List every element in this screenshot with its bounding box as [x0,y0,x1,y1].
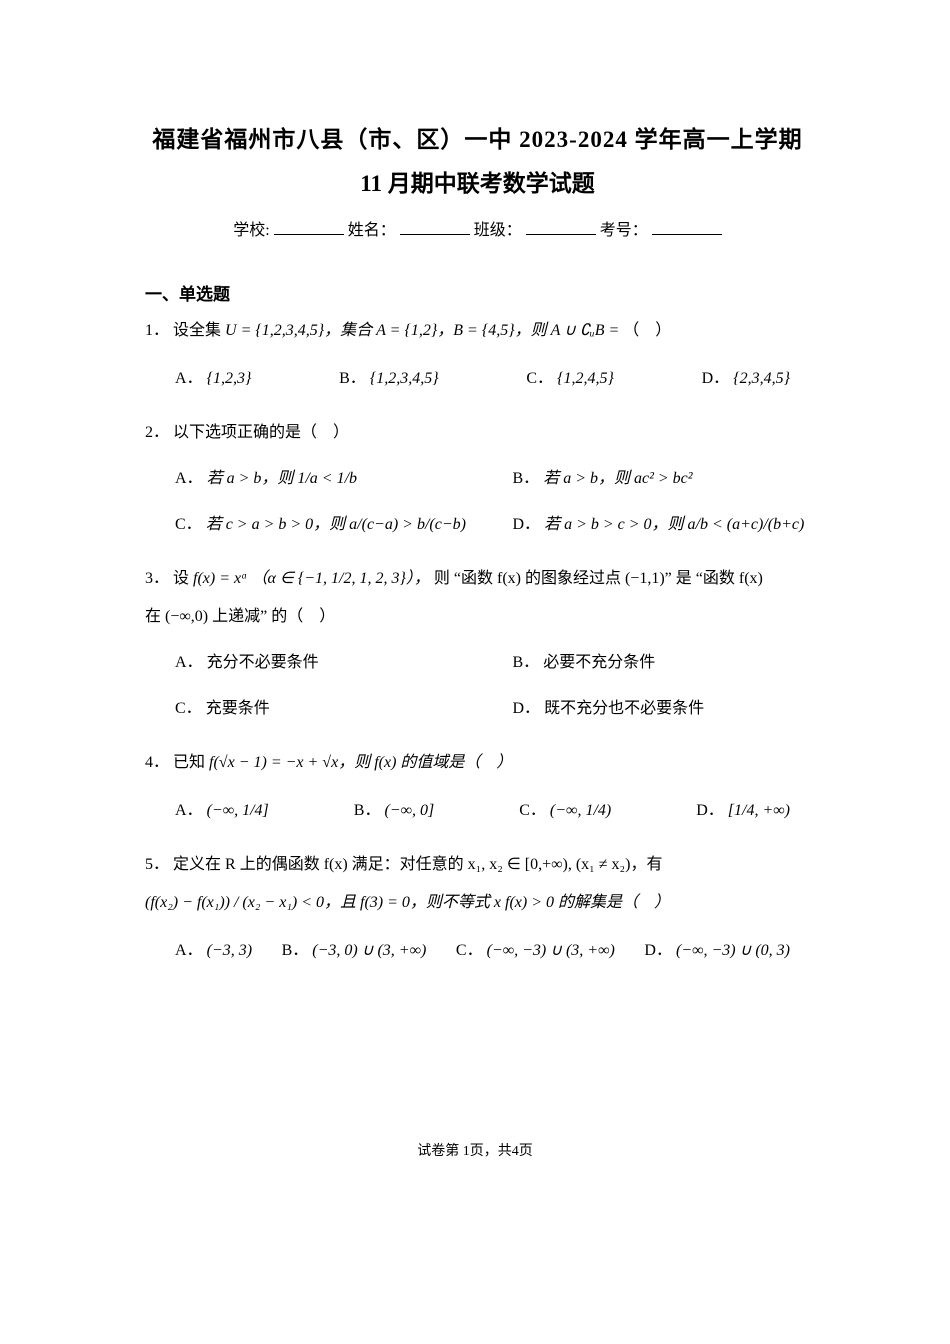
section-1-header: 一、单选题 [145,280,810,305]
title-line-2: 11 月期中联考数学试题 [145,164,810,198]
q5-stem-line2: (f(x₂) − f(x₁)) / (x₂ − x₁) < 0，且 f(3) =… [145,887,810,919]
q5-option-d: D．(−∞, −3) ∪ (0, 3) [644,935,790,967]
title-line-1: 福建省福州市八县（市、区）一中 2023-2024 学年高一上学期 [145,120,810,154]
q3-option-d: D．既不充分也不必要条件 [513,693,811,725]
class-blank [526,220,596,235]
q2-option-b: B．若 a > b，则 ac² > bc² [513,463,811,495]
school-blank [274,220,344,235]
examno-label: 考号： [600,222,648,239]
q4-option-a: A．(−∞, 1/4] [175,795,269,827]
q5-option-a: A．(−3, 3) [175,935,252,967]
page-footer: 试卷第 1页，共4页 [0,1140,950,1160]
info-line: 学校: 姓名： 班级： 考号： [145,216,810,240]
q4-option-b: B．(−∞, 0] [354,795,434,827]
page-container: 福建省福州市八县（市、区）一中 2023-2024 学年高一上学期 11 月期中… [0,0,950,1200]
q4-option-c: C．(−∞, 1/4) [519,795,611,827]
q1-option-a: A．{1,2,3} [175,363,251,395]
q3-options: A．充分不必要条件 B．必要不充分条件 C．充要条件 D．既不充分也不必要条件 [145,647,810,725]
q5-stem-prefix: 定义在 R 上的偶函数 f(x) 满足：对任意的 x₁, x₂ ∈ [0,+∞)… [173,856,662,873]
q3-option-b: B．必要不充分条件 [513,647,811,679]
question-4: 4． 已知 f(√x − 1) = −x + √x，则 f(x) 的值域是（ ）… [145,747,810,827]
q1-option-b: B．{1,2,3,4,5} [339,363,438,395]
q5-option-c: C．(−∞, −3) ∪ (3, +∞) [456,935,615,967]
q3-option-c: C．充要条件 [175,693,473,725]
q3-stem-prefix: 设 [173,570,189,587]
q1-number: 1． [145,322,169,339]
q4-stem-math: f(√x − 1) = −x + √x，则 f(x) 的值域是（ ） [209,754,512,771]
q3-stem-line2: 在 (−∞,0) 上递减” 的（ ） [145,601,810,633]
q1-option-d: D．{2,3,4,5} [702,363,790,395]
q2-options: A．若 a > b，则 1/a < 1/b B．若 a > b，则 ac² > … [145,463,810,541]
q3-stem-mid: 则 “函数 f(x) 的图象经过点 (−1,1)” 是 “函数 f(x) [434,570,763,587]
q5-number: 5． [145,856,169,873]
q3-option-a: A．充分不必要条件 [175,647,473,679]
q1-options: A．{1,2,3} B．{1,2,3,4,5} C．{1,2,4,5} D．{2… [145,363,810,395]
q5-option-b: B．(−3, 0) ∪ (3, +∞) [282,935,427,967]
q1-stem-prefix: 设全集 [173,322,221,339]
q4-number: 4． [145,754,169,771]
question-2: 2． 以下选项正确的是（ ） A．若 a > b，则 1/a < 1/b B．若… [145,417,810,541]
q2-option-d: D．若 a > b > c > 0，则 a/b < (a+c)/(b+c) [513,509,811,541]
q2-stem: 以下选项正确的是（ ） [173,424,349,441]
q1-stem-math: U = {1,2,3,4,5}，集合 A = {1,2}，B = {4,5}，则… [225,322,623,339]
q1-option-c: C．{1,2,4,5} [526,363,613,395]
q3-stem-math: f(x) = xᵅ （α ∈ {−1, 1/2, 1, 2, 3}）， [193,570,430,587]
q4-stem-prefix: 已知 [173,754,205,771]
q5-options: A．(−3, 3) B．(−3, 0) ∪ (3, +∞) C．(−∞, −3)… [145,935,810,967]
examno-blank [652,220,722,235]
q1-paren: （ ） [623,315,671,347]
q2-option-a: A．若 a > b，则 1/a < 1/b [175,463,473,495]
name-blank [400,220,470,235]
q2-option-c: C．若 c > a > b > 0，则 a/(c−a) > b/(c−b) [175,509,473,541]
class-label: 班级： [474,222,522,239]
question-5: 5． 定义在 R 上的偶函数 f(x) 满足：对任意的 x₁, x₂ ∈ [0,… [145,849,810,967]
q3-number: 3． [145,570,169,587]
q2-number: 2． [145,424,169,441]
question-1: 1． 设全集 U = {1,2,3,4,5}，集合 A = {1,2}，B = … [145,315,810,395]
name-label: 姓名： [348,222,396,239]
question-3: 3． 设 f(x) = xᵅ （α ∈ {−1, 1/2, 1, 2, 3}），… [145,563,810,725]
school-label: 学校: [233,222,269,239]
q4-options: A．(−∞, 1/4] B．(−∞, 0] C．(−∞, 1/4) D．[1/4… [145,795,810,827]
q4-option-d: D．[1/4, +∞) [696,795,790,827]
